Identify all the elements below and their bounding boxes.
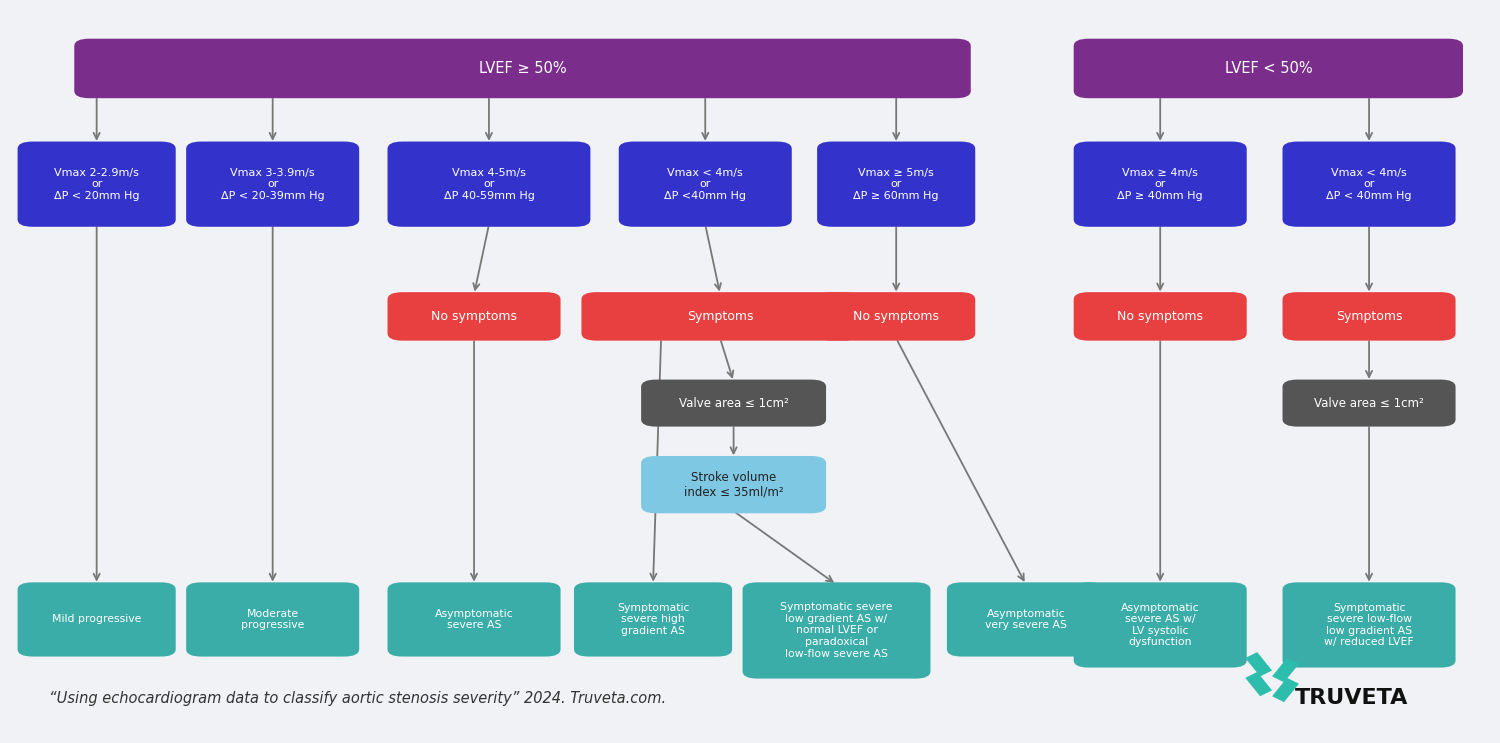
Text: LVEF < 50%: LVEF < 50%: [1224, 61, 1312, 76]
FancyBboxPatch shape: [618, 142, 792, 227]
FancyBboxPatch shape: [1074, 292, 1246, 340]
Polygon shape: [1272, 678, 1299, 702]
Text: Symptomatic severe
low gradient AS w/
normal LVEF or
paradoxical
low-flow severe: Symptomatic severe low gradient AS w/ no…: [780, 603, 892, 659]
Text: No symptoms: No symptoms: [1118, 310, 1203, 323]
FancyBboxPatch shape: [186, 142, 358, 227]
Text: TRUVETA: TRUVETA: [1294, 689, 1408, 708]
FancyBboxPatch shape: [640, 380, 827, 426]
FancyBboxPatch shape: [742, 583, 930, 678]
Text: Symptomatic
severe low-flow
low gradient AS
w/ reduced LVEF: Symptomatic severe low-flow low gradient…: [1324, 603, 1414, 647]
Text: Symptoms: Symptoms: [1336, 310, 1402, 323]
Polygon shape: [1245, 672, 1272, 696]
Text: Symptomatic
severe high
gradient AS: Symptomatic severe high gradient AS: [616, 603, 690, 636]
Text: No symptoms: No symptoms: [430, 310, 518, 323]
FancyBboxPatch shape: [387, 142, 591, 227]
Polygon shape: [1272, 658, 1299, 682]
Text: Mild progressive: Mild progressive: [53, 614, 141, 624]
Text: Symptoms: Symptoms: [687, 310, 753, 323]
Text: “Using echocardiogram data to classify aortic stenosis severity” 2024. Truveta.c: “Using echocardiogram data to classify a…: [50, 691, 666, 706]
FancyBboxPatch shape: [387, 292, 561, 340]
Text: Vmax < 4m/s
or
ΔP < 40mm Hg: Vmax < 4m/s or ΔP < 40mm Hg: [1326, 168, 1412, 201]
FancyBboxPatch shape: [18, 142, 176, 227]
Text: Valve area ≤ 1cm²: Valve area ≤ 1cm²: [1314, 397, 1424, 409]
FancyBboxPatch shape: [818, 142, 975, 227]
Text: Asymptomatic
severe AS: Asymptomatic severe AS: [435, 609, 513, 630]
FancyBboxPatch shape: [946, 583, 1106, 657]
FancyBboxPatch shape: [582, 292, 859, 340]
Text: Asymptomatic
severe AS w/
LV systolic
dysfunction: Asymptomatic severe AS w/ LV systolic dy…: [1120, 603, 1200, 647]
FancyBboxPatch shape: [1074, 142, 1246, 227]
FancyBboxPatch shape: [818, 292, 975, 340]
FancyBboxPatch shape: [1074, 583, 1246, 667]
Text: Vmax < 4m/s
or
ΔP <40mm Hg: Vmax < 4m/s or ΔP <40mm Hg: [664, 168, 746, 201]
Text: LVEF ≥ 50%: LVEF ≥ 50%: [478, 61, 567, 76]
FancyBboxPatch shape: [387, 583, 561, 657]
FancyBboxPatch shape: [640, 456, 827, 513]
Text: Stroke volume
index ≤ 35ml/m²: Stroke volume index ≤ 35ml/m²: [684, 470, 783, 499]
FancyBboxPatch shape: [75, 39, 970, 98]
FancyBboxPatch shape: [1282, 380, 1455, 426]
Text: No symptoms: No symptoms: [853, 310, 939, 323]
Text: Vmax ≥ 5m/s
or
ΔP ≥ 60mm Hg: Vmax ≥ 5m/s or ΔP ≥ 60mm Hg: [853, 168, 939, 201]
FancyBboxPatch shape: [1282, 583, 1455, 667]
Text: Vmax 2-2.9m/s
or
ΔP < 20mm Hg: Vmax 2-2.9m/s or ΔP < 20mm Hg: [54, 168, 140, 201]
FancyBboxPatch shape: [1282, 142, 1455, 227]
Text: Moderate
progressive: Moderate progressive: [242, 609, 304, 630]
FancyBboxPatch shape: [1282, 292, 1455, 340]
Polygon shape: [1245, 652, 1272, 676]
FancyBboxPatch shape: [1074, 39, 1462, 98]
Text: Valve area ≤ 1cm²: Valve area ≤ 1cm²: [678, 397, 789, 409]
FancyBboxPatch shape: [186, 583, 358, 657]
Text: Vmax 3-3.9m/s
or
ΔP < 20-39mm Hg: Vmax 3-3.9m/s or ΔP < 20-39mm Hg: [220, 168, 324, 201]
FancyBboxPatch shape: [574, 583, 732, 657]
Text: Vmax ≥ 4m/s
or
ΔP ≥ 40mm Hg: Vmax ≥ 4m/s or ΔP ≥ 40mm Hg: [1118, 168, 1203, 201]
FancyBboxPatch shape: [18, 583, 176, 657]
Text: Asymptomatic
very severe AS: Asymptomatic very severe AS: [986, 609, 1066, 630]
Text: Vmax 4-5m/s
or
ΔP 40-59mm Hg: Vmax 4-5m/s or ΔP 40-59mm Hg: [444, 168, 534, 201]
